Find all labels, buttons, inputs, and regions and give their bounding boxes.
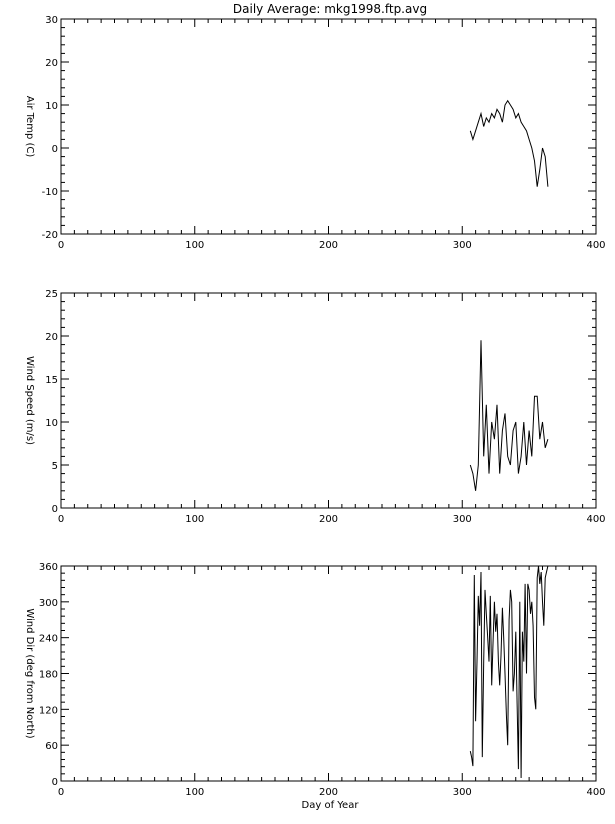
y-tick-label: 30: [45, 15, 58, 26]
y-tick-label: 180: [39, 670, 58, 681]
plot-frame: [60, 18, 597, 235]
x-tick-label: 200: [319, 240, 338, 251]
x-tick-label: 400: [586, 514, 605, 525]
series-line: [469, 99, 549, 187]
y-axis-title: Air Temp (C): [24, 96, 35, 158]
y-tick-label: 360: [39, 562, 58, 573]
y-tick-label: 60: [45, 741, 58, 752]
chart-panel-1: 0 100 200 300 400 -20 -10 0 10 20 30 Air Temp (C): [24, 15, 606, 251]
chart-panel-3: 0 100 200 300 400 0 60 120 180 240 300 360 Wind Dir …: [24, 562, 606, 798]
x-tick-label: 400: [586, 787, 605, 798]
y-axis-title: Wind Dir (deg from North): [24, 608, 35, 738]
y-tick-label: 20: [45, 332, 58, 343]
y-tick-label: 25: [45, 289, 58, 300]
y-tick-label: -10: [42, 187, 58, 198]
figure-title: Daily Average: mkg1998.ftp.avg: [233, 2, 427, 16]
x-tick-label: 0: [58, 787, 64, 798]
y-axis-title: Wind Speed (m/s): [24, 356, 35, 445]
plot-frame: [60, 292, 597, 509]
plot-frame: [60, 565, 597, 782]
y-tick-label: 20: [45, 58, 58, 69]
x-tick-label: 0: [58, 240, 64, 251]
y-tick-label: 10: [45, 101, 58, 112]
x-tick-label: 0: [58, 514, 64, 525]
chart-panel-2: 0 100 200 300 400 0 5 10 15 20 25 Wind Speed (m/s): [24, 289, 606, 525]
series-line: [469, 340, 549, 491]
x-tick-label: 100: [185, 787, 204, 798]
x-tick-label: 300: [453, 240, 472, 251]
x-axis-title: Day of Year: [302, 800, 360, 811]
x-tick-label: 200: [319, 514, 338, 525]
y-tick-label: 0: [52, 777, 58, 788]
x-tick-label: 100: [185, 240, 204, 251]
y-tick-label: -20: [42, 230, 58, 241]
x-tick-label: 200: [319, 787, 338, 798]
x-tick-label: 300: [453, 787, 472, 798]
y-tick-label: 15: [45, 375, 58, 386]
y-tick-label: 0: [52, 504, 58, 515]
y-tick-label: 240: [39, 634, 58, 645]
series-line: [469, 565, 549, 779]
y-tick-label: 120: [39, 705, 58, 716]
x-tick-label: 300: [453, 514, 472, 525]
y-tick-label: 0: [52, 144, 58, 155]
x-tick-label: 400: [586, 240, 605, 251]
x-tick-label: 100: [185, 514, 204, 525]
y-tick-label: 5: [52, 461, 58, 472]
y-tick-label: 10: [45, 418, 58, 429]
y-tick-label: 300: [39, 598, 58, 609]
